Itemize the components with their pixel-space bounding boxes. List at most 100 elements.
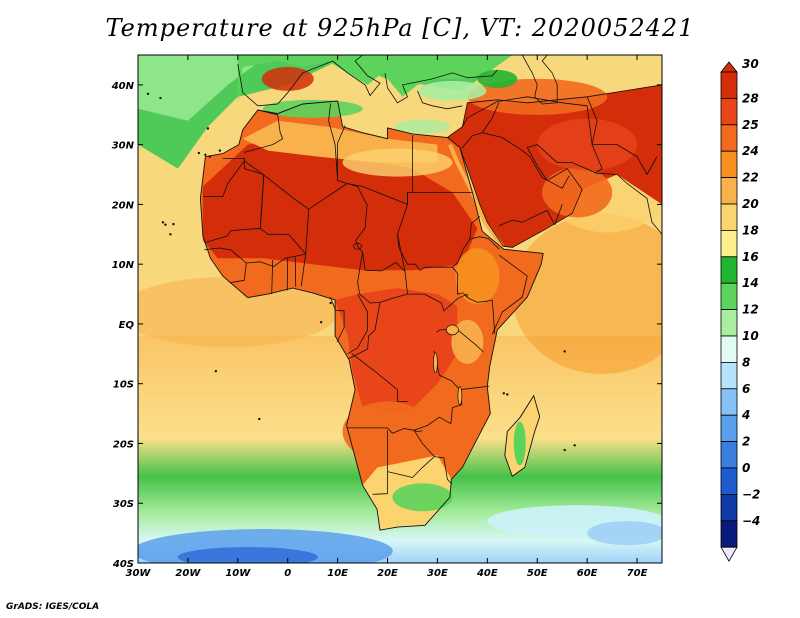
island-mark	[506, 393, 509, 396]
colorbar-label: −2	[742, 487, 760, 501]
lon-tick-label: 0	[284, 568, 291, 579]
island-mark	[197, 151, 201, 155]
atlas-cool-field	[262, 99, 363, 118]
map-panel	[138, 55, 662, 563]
lat-tick-label: EQ	[119, 320, 135, 331]
country-border	[462, 96, 603, 174]
lat-tick-label: 30N	[112, 141, 135, 152]
madagascar-cool-field	[513, 421, 526, 466]
island-mark	[319, 320, 323, 324]
colorbar-label: 12	[742, 303, 759, 317]
colorbar-label: 18	[742, 223, 759, 237]
lon-tick-label: 70E	[627, 568, 648, 579]
country-border	[246, 253, 306, 268]
levant-coastline	[447, 84, 662, 138]
colorbar-swatch	[720, 124, 738, 152]
colorbar-swatch	[720, 467, 738, 495]
country-border	[328, 103, 336, 145]
lake-chad	[353, 242, 362, 250]
lat-tick-label: 10N	[112, 260, 135, 271]
lon-tick-label: 60E	[577, 568, 598, 579]
country-border	[347, 293, 369, 355]
anatolia-cool-field	[418, 80, 487, 101]
colorbar-swatch	[720, 520, 738, 548]
colorbar-label: 8	[742, 355, 750, 369]
island-mark	[208, 155, 212, 158]
island-mark	[172, 222, 175, 226]
country-border	[491, 254, 528, 335]
country-border	[469, 236, 500, 250]
country-border	[351, 353, 408, 403]
cold-core-southwest	[177, 547, 318, 563]
colorbar-swatch	[720, 150, 738, 178]
colorbar-swatch	[720, 98, 738, 126]
island-mark	[204, 153, 207, 157]
colorbar-label: 6	[742, 382, 750, 396]
colorbar-top-arrow	[720, 61, 738, 73]
colorbar-label: 24	[742, 144, 759, 158]
country-border	[334, 144, 468, 312]
lon-tick-label: 20E	[377, 568, 398, 579]
lon-tick-label: 10E	[327, 568, 348, 579]
colorbar-label: 0	[742, 461, 750, 475]
southern-europe-field	[237, 55, 513, 103]
lat-tick-label: 40S	[112, 559, 134, 570]
lon-tick-label: 30E	[427, 568, 448, 579]
colorbar-swatch	[720, 361, 738, 390]
lat-tick-label: 10S	[113, 380, 134, 391]
country-borders	[202, 96, 658, 495]
country-border	[329, 296, 345, 343]
lat-tick-label: 20S	[113, 439, 134, 450]
island-mark	[161, 221, 165, 224]
colorbar-swatch	[720, 493, 738, 522]
eastern-med-field	[394, 119, 451, 134]
iran-field	[467, 78, 608, 115]
indian-ocean-warm-field	[512, 214, 662, 375]
lon-tick-label: 30W	[126, 568, 152, 579]
lat-tick-label: 20N	[112, 200, 135, 211]
country-border	[498, 204, 563, 227]
colorbar-label: 4	[741, 408, 750, 422]
oman-field	[542, 167, 613, 218]
island-mark	[169, 233, 172, 236]
lake-victoria	[446, 324, 459, 336]
colorbar-swatch	[720, 388, 738, 416]
colorbar-label: −4	[742, 514, 760, 528]
lon-tick-label: 20W	[175, 568, 201, 579]
island-mark	[218, 149, 222, 152]
country-border	[397, 234, 406, 272]
lon-tick-label: 50E	[527, 568, 548, 579]
colorbar-label: 16	[742, 250, 759, 264]
island-mark	[502, 392, 506, 395]
country-border	[357, 252, 408, 304]
lon-tick-label: 40E	[476, 568, 498, 579]
country-border	[204, 247, 247, 284]
lake-malawi	[457, 386, 463, 406]
island-mark	[206, 127, 210, 130]
colorbar-swatch	[720, 335, 738, 363]
island-mark	[563, 448, 566, 452]
colorbar-label: 10	[742, 329, 759, 343]
island-mark	[258, 417, 261, 421]
libya-mild-field	[342, 148, 453, 177]
page-title: Temperature at 925hPa [C], VT: 202005242…	[105, 14, 695, 42]
cool-core-southeast	[587, 521, 662, 546]
country-border	[300, 253, 307, 287]
country-border	[452, 266, 464, 295]
lat-tick-label: 30S	[113, 499, 134, 510]
lake-tanganyika	[433, 352, 438, 374]
colorbar-label: 22	[742, 171, 759, 185]
country-border	[294, 256, 297, 287]
map-frame	[137, 54, 663, 564]
island-mark	[159, 96, 162, 100]
north-atlantic-cool-field	[138, 55, 268, 121]
southern-europe-coastline	[237, 55, 381, 107]
persian-field	[537, 118, 638, 171]
credit-label: GrADS: IGES/COLA	[6, 602, 100, 612]
country-border	[586, 96, 658, 175]
colorbar-swatch	[720, 203, 738, 231]
island-mark	[164, 223, 167, 226]
lon-tick-label: 10W	[225, 568, 251, 579]
